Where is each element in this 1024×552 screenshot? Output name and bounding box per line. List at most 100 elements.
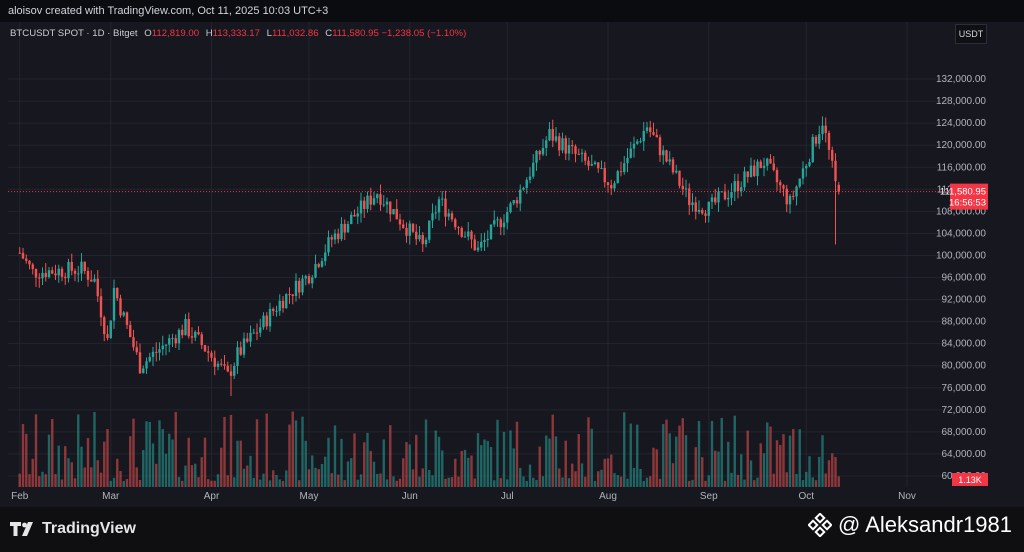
volume-bar: [723, 480, 727, 487]
candle-body: [616, 171, 619, 184]
volume-bar: [824, 473, 827, 487]
watermark-text: @ Aleksandr1981: [837, 512, 1012, 537]
volume-bar: [629, 423, 632, 487]
volume-bar: [236, 440, 239, 487]
candle-body: [220, 363, 223, 365]
candle-body: [161, 345, 164, 350]
candle-body: [236, 347, 239, 366]
candle-body: [619, 171, 623, 173]
top-bar: aloisov created with TradingView.com, Oc…: [0, 0, 1024, 22]
volume-bar: [275, 474, 278, 487]
time-tick-label: Feb: [11, 491, 29, 502]
candle-body: [558, 136, 561, 151]
low-key: L: [266, 28, 272, 39]
candle-body: [545, 140, 548, 148]
volume-bar: [684, 435, 688, 487]
volume-bar: [766, 422, 769, 487]
candle-body: [762, 165, 766, 169]
candle-body: [483, 240, 486, 242]
volume-bar: [785, 472, 788, 487]
price-tick-label: 132,000.00: [936, 74, 986, 85]
volume-bar: [655, 449, 658, 487]
volume-bar: [181, 480, 184, 487]
currency-button[interactable]: USDT: [955, 24, 987, 44]
candle-body: [47, 270, 51, 278]
candle-body: [610, 185, 613, 189]
volume-bar: [47, 434, 51, 487]
candle-body: [714, 197, 717, 203]
volume-bar: [730, 472, 733, 487]
chart-legend: BTCUSDT SPOT · 1D · Bitget O112,819.00 H…: [10, 28, 466, 39]
candle-body: [808, 161, 811, 166]
candle-body: [93, 278, 96, 282]
volume-bar: [213, 480, 216, 487]
candle-body: [662, 150, 665, 156]
close-key: C: [325, 28, 333, 39]
candle-body: [613, 183, 616, 189]
volume-bar: [330, 473, 333, 487]
volume-bar: [288, 424, 291, 487]
volume-bar: [441, 450, 444, 487]
volume-bar: [51, 419, 54, 487]
candle-body: [785, 188, 788, 205]
candle-body: [681, 185, 684, 190]
candle-body: [645, 127, 649, 131]
volume-bars: [18, 411, 840, 487]
volume-bar: [597, 471, 600, 487]
volume-bar: [541, 476, 545, 487]
candle-body: [801, 168, 805, 179]
candles: [18, 116, 840, 397]
volume-bar: [317, 469, 320, 487]
candle-body: [454, 219, 457, 228]
candle-body: [824, 125, 827, 133]
candle-body: [723, 191, 727, 200]
candle-body: [665, 150, 668, 162]
candle-body: [717, 191, 720, 203]
candle-body: [122, 312, 125, 316]
volume-bar: [522, 476, 525, 487]
candle-body: [168, 338, 171, 345]
candle-body: [538, 150, 541, 155]
volume-bar: [226, 475, 229, 487]
volume-bar: [606, 458, 610, 487]
volume-bar: [827, 460, 831, 487]
volume-bar: [727, 441, 730, 487]
volume-bar: [499, 478, 502, 487]
volume-bar: [437, 436, 441, 487]
volume-bar: [753, 480, 756, 487]
volume-bar: [83, 467, 86, 487]
volume-bar: [502, 431, 506, 487]
candle-body: [457, 227, 460, 229]
volume-bar: [77, 414, 80, 487]
candle-body: [837, 184, 840, 192]
candle-body: [288, 294, 291, 296]
volume-bar: [769, 426, 772, 487]
volume-bar: [164, 453, 168, 487]
time-tick-label: Jul: [501, 491, 514, 502]
volume-bar: [720, 417, 723, 487]
candle-body: [83, 261, 86, 272]
candle-body: [255, 332, 259, 334]
candle-body: [106, 334, 109, 339]
volume-bar: [60, 479, 64, 487]
volume-bar: [548, 438, 551, 487]
candle-body: [421, 234, 424, 245]
volume-bar: [642, 480, 645, 487]
volume-badge: [952, 473, 988, 486]
volume-bar: [239, 440, 242, 487]
volume-bar: [746, 430, 749, 487]
volume-bar: [145, 421, 148, 487]
volume-bar: [197, 477, 200, 487]
candle-body: [151, 351, 155, 357]
volume-bar: [678, 425, 681, 487]
volume-bar: [561, 477, 564, 487]
volume-bar: [382, 439, 385, 487]
volume-bar: [259, 479, 262, 487]
candle-body: [775, 170, 779, 183]
tradingview-logo: TradingView: [10, 520, 136, 538]
volume-bar: [814, 480, 818, 487]
volume-bar: [337, 474, 340, 487]
last-price-countdown: 16:56:53: [949, 198, 986, 209]
volume-bar: [538, 446, 541, 487]
